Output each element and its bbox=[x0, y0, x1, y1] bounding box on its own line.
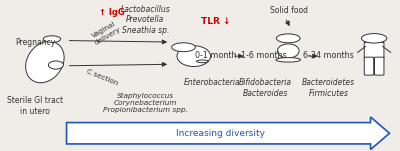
Text: 0-1 month: 0-1 month bbox=[196, 51, 237, 60]
Polygon shape bbox=[66, 117, 390, 149]
Text: Sterile GI tract
in utero: Sterile GI tract in utero bbox=[7, 96, 63, 116]
Ellipse shape bbox=[276, 58, 300, 62]
Text: Staphylococcus
Corynebacterium
Propionibacterium spp.: Staphylococcus Corynebacterium Propionib… bbox=[103, 92, 188, 113]
Text: Lactobacillus
Prevotella
Sneathia sp.: Lactobacillus Prevotella Sneathia sp. bbox=[120, 5, 170, 35]
Text: Bacteroidetes
Firmicutes: Bacteroidetes Firmicutes bbox=[302, 78, 355, 98]
Ellipse shape bbox=[177, 46, 210, 66]
Circle shape bbox=[172, 43, 195, 52]
FancyBboxPatch shape bbox=[364, 57, 374, 75]
Text: Solid food: Solid food bbox=[270, 6, 308, 15]
Text: Enterobacteria: Enterobacteria bbox=[184, 78, 240, 87]
Ellipse shape bbox=[278, 44, 299, 58]
Ellipse shape bbox=[26, 41, 64, 83]
Text: Vaginal
delivery: Vaginal delivery bbox=[90, 20, 122, 46]
Text: Increasing diversity: Increasing diversity bbox=[176, 129, 265, 138]
Circle shape bbox=[43, 36, 61, 42]
Ellipse shape bbox=[196, 60, 208, 63]
FancyBboxPatch shape bbox=[364, 42, 384, 59]
Ellipse shape bbox=[48, 61, 63, 69]
Text: Bifidobacteria
Bacteroides: Bifidobacteria Bacteroides bbox=[239, 78, 292, 98]
FancyBboxPatch shape bbox=[374, 57, 384, 75]
Text: 1-6 months: 1-6 months bbox=[241, 51, 286, 60]
Circle shape bbox=[362, 34, 387, 43]
Text: Pregnancy: Pregnancy bbox=[15, 38, 55, 47]
Circle shape bbox=[276, 34, 300, 43]
Text: ↑ IgG: ↑ IgG bbox=[99, 8, 125, 17]
Text: TLR ↓: TLR ↓ bbox=[202, 17, 231, 26]
Text: C section: C section bbox=[86, 69, 118, 87]
Text: 6-24 months: 6-24 months bbox=[303, 51, 354, 60]
